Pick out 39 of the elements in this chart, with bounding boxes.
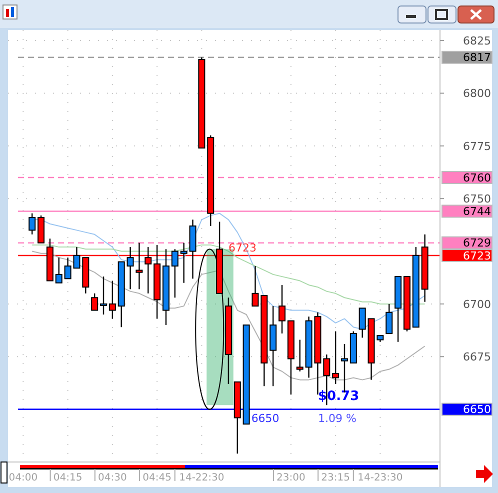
y-tick-label: 6825	[463, 34, 491, 48]
candlestick	[91, 292, 98, 311]
ref-line-label: 6744	[463, 205, 491, 218]
y-tick-label: 6800	[463, 87, 491, 100]
x-tick-label: 23:00	[276, 472, 306, 484]
y-tick-label: 6750	[463, 192, 491, 206]
candlestick	[126, 246, 134, 290]
candlestick	[108, 280, 116, 320]
ref-line-label: 6729	[463, 236, 491, 250]
candlestick	[100, 276, 108, 316]
candlestick	[278, 284, 286, 334]
ref-line-label: 6760	[463, 171, 491, 184]
candlestick	[171, 248, 178, 298]
x-tick-label: 14-23:30	[358, 472, 403, 484]
x-tick-label: 04:45	[142, 472, 172, 484]
x-tick-label: 14-22:30	[179, 472, 224, 484]
candlestick	[296, 339, 304, 372]
x-tick-label: 04:00	[8, 472, 38, 484]
y-tick-label: 6675	[463, 350, 491, 364]
x-tick-label: 04:30	[98, 472, 127, 484]
line-series	[32, 250, 426, 380]
candlestick	[55, 256, 62, 284]
candlestick	[358, 308, 366, 338]
candlestick	[28, 212, 36, 236]
candlestick	[332, 330, 340, 385]
annotation: 1.09 %	[318, 412, 356, 425]
ref-line-label: 6723	[463, 249, 491, 262]
candlestick	[180, 242, 188, 284]
ref-line-label: 6650	[463, 403, 491, 416]
annotation: 6723	[228, 241, 256, 254]
annotation: 6650	[251, 412, 280, 425]
candlestick	[386, 303, 393, 334]
y-tick-label: 6700	[463, 298, 491, 311]
x-tick-label: 23:15	[321, 472, 350, 484]
ref-line-label: 6817	[463, 51, 491, 64]
x-tick-label: 04:15	[53, 472, 82, 484]
candlestick	[252, 265, 259, 307]
line-series	[32, 244, 426, 304]
y-tick-label: 6775	[463, 140, 491, 153]
